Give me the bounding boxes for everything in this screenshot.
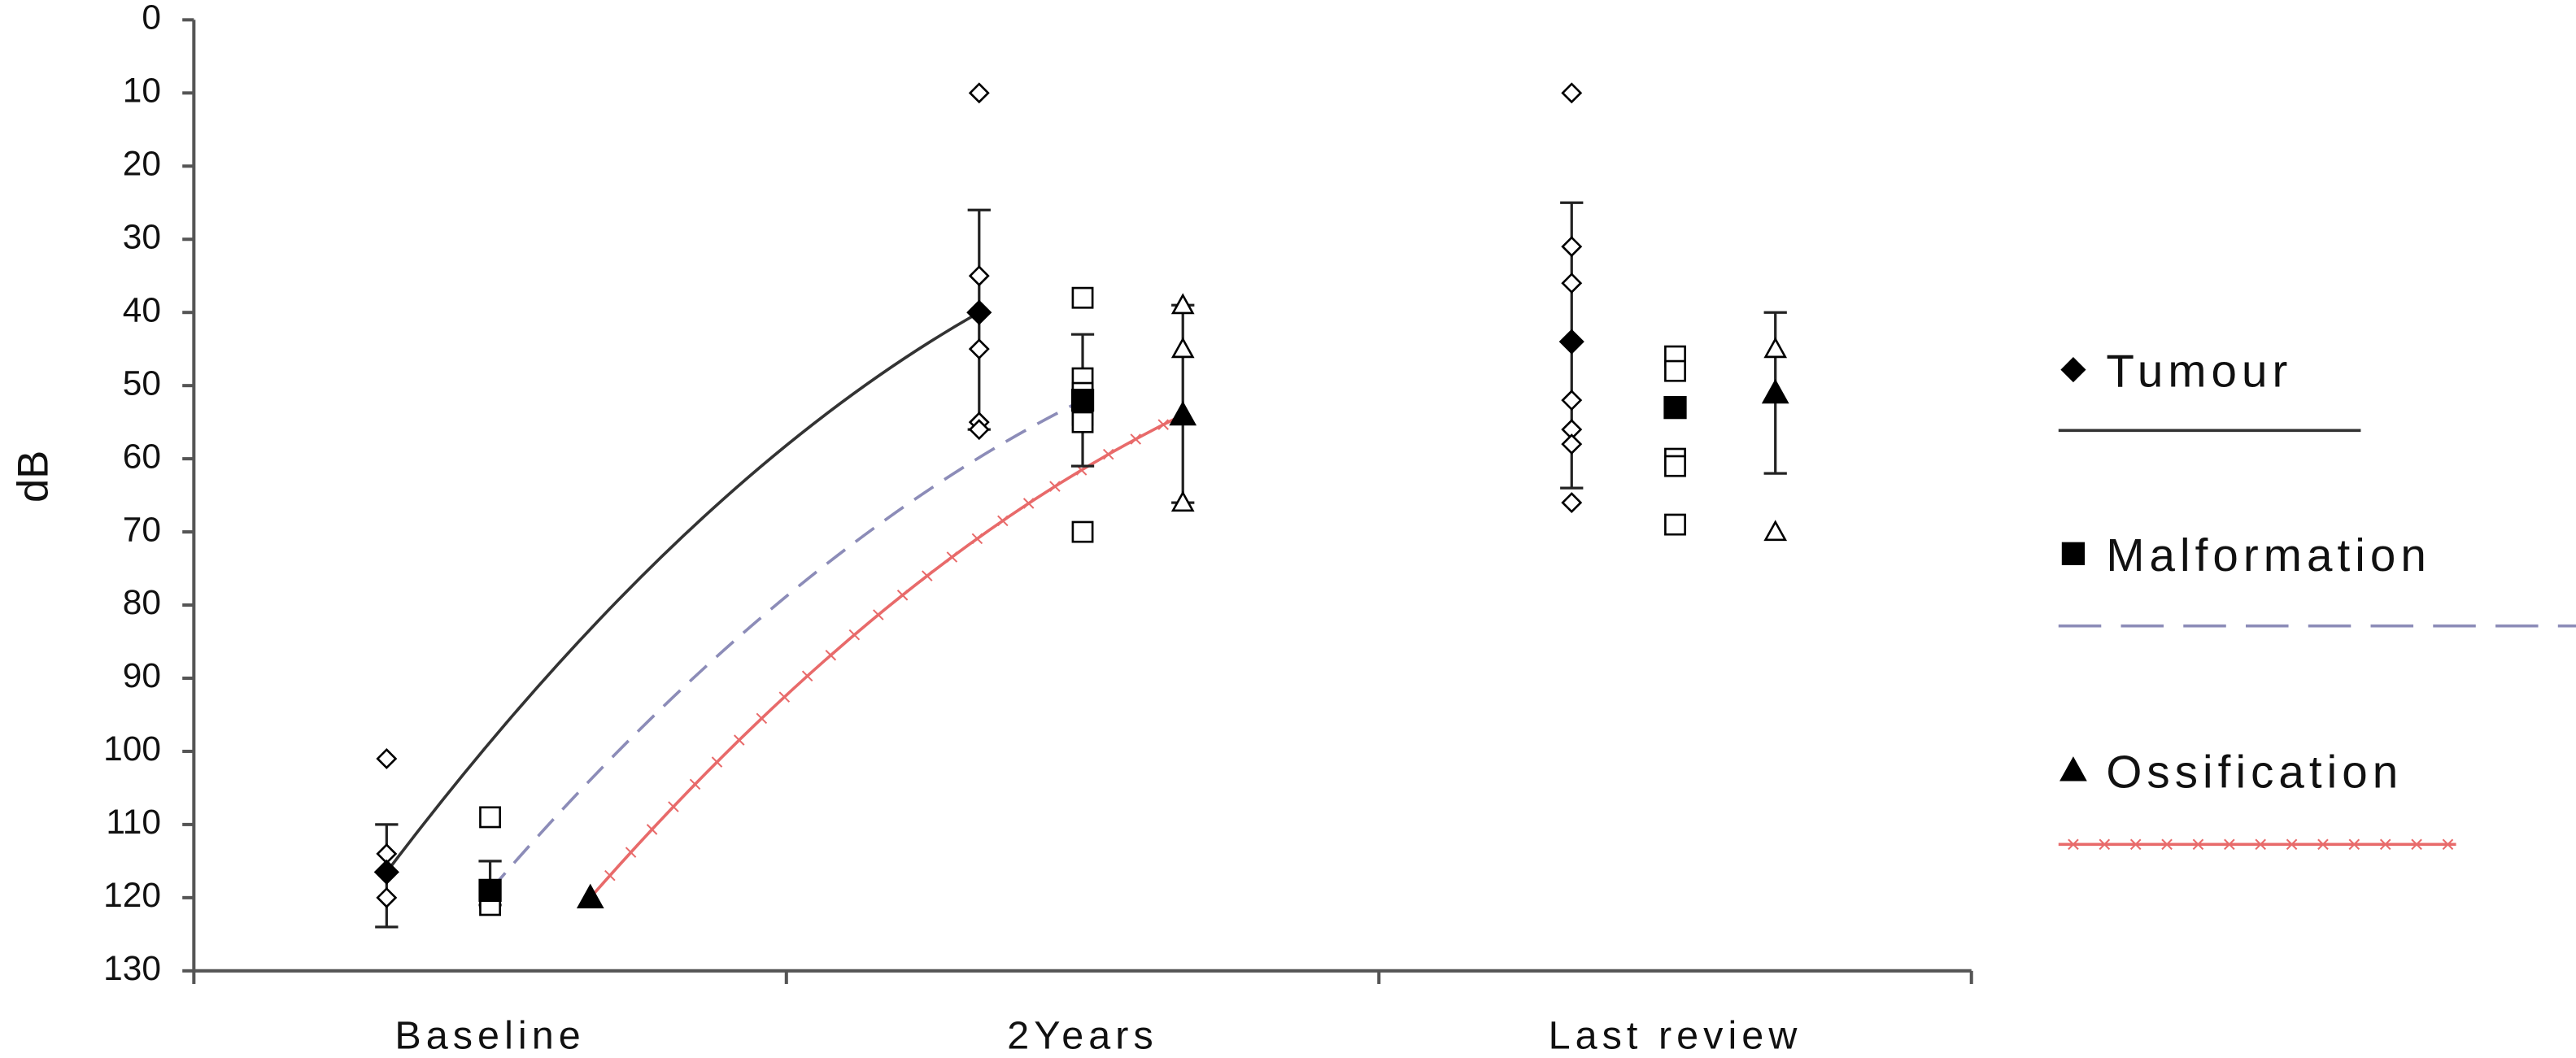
point-marker [1664,455,1686,477]
mean-marker [966,299,992,325]
y-tick-label: 40 [123,290,161,329]
line-decoration [873,609,884,620]
y-tick-label: 50 [123,364,161,402]
point-marker [968,82,990,104]
mean-marker [2061,542,2086,565]
line-decoration [1130,433,1142,445]
mean-marker [478,878,502,903]
mean-marker [1070,389,1095,412]
y-tick-label: 70 [123,510,161,548]
mean-marker [373,859,399,885]
point-marker [1071,411,1094,433]
point-marker [1071,286,1094,309]
line-decoration [711,756,723,768]
point-marker [1763,337,1788,359]
line-decoration [625,847,637,858]
line-decoration [646,824,658,835]
mean-marker [2059,756,2087,782]
line-decoration [922,570,933,581]
point-marker [1664,359,1686,382]
y-tick-label: 120 [103,876,161,914]
point-marker [1561,236,1583,258]
x-tick-label: Baseline [394,1013,585,1057]
legend-decoration [2348,838,2360,851]
point-marker [968,338,990,360]
point-marker [1763,520,1788,542]
point-marker [479,806,501,829]
legend-decoration [2317,838,2329,851]
legend-decoration [2411,838,2422,851]
point-marker [376,886,398,908]
y-tick-label: 110 [106,803,161,841]
legend-decoration [2286,838,2298,851]
line-decoration [946,551,958,563]
legend-decoration [2379,838,2391,851]
x-tick-label: 2Years [1007,1013,1157,1057]
mean-marker [1663,396,1687,420]
legend-decoration [2129,838,2142,851]
point-marker [1561,82,1583,104]
point-marker [968,265,990,287]
y-tick-label: 30 [123,217,161,255]
mean-marker [2060,357,2086,383]
y-axis-label: dB [9,451,57,503]
point-marker [1561,272,1583,294]
point-marker [1170,490,1195,512]
point-marker [1561,492,1583,514]
y-tick-label: 80 [123,583,161,621]
trend-line [489,398,1083,892]
mean-marker [1761,378,1789,404]
point-marker [1561,433,1583,455]
line-decoration [778,691,791,703]
legend-label: Malformation [2106,529,2431,581]
mean-marker [1169,400,1197,426]
y-tick-label: 90 [123,656,161,694]
line-decoration [1157,419,1170,430]
line-decoration [604,869,616,882]
point-marker [1561,390,1583,411]
line-decoration [689,778,701,790]
legend-decoration [2068,838,2079,851]
trend-line [385,311,980,873]
x-tick-label: Last review [1549,1013,1802,1057]
mean-marker [576,883,604,908]
point-marker [376,747,398,769]
line-decoration [1102,448,1114,460]
point-marker [1071,520,1094,543]
line-decoration [1022,498,1035,509]
point-marker [1170,337,1195,359]
line-decoration [896,590,909,601]
line-decoration [971,533,983,545]
y-tick-label: 60 [123,437,161,475]
y-tick-label: 100 [103,729,161,768]
y-tick-label: 0 [142,0,161,37]
point-marker [968,419,990,441]
line-decoration [825,649,837,661]
line-decoration [733,734,745,746]
legend-decoration [2161,838,2173,851]
line-decoration [756,712,768,725]
legend-label: Ossification [2106,746,2403,797]
mean-marker [1558,329,1584,355]
y-tick-label: 130 [103,949,161,987]
legend-decoration [2192,838,2204,851]
line-decoration [668,801,679,812]
line-decoration [848,629,861,641]
legend-decoration [2255,838,2266,851]
point-marker [1664,513,1686,536]
line-decoration [801,670,813,681]
line-decoration [997,515,1009,527]
trend-line [589,413,1184,899]
line-decoration [1049,481,1061,492]
y-tick-label: 20 [123,144,161,182]
point-marker [1170,293,1195,315]
legend-decoration [2099,838,2111,851]
legend-label: Tumour [2106,346,2292,397]
legend-decoration [2224,838,2235,851]
y-tick-label: 10 [123,72,161,110]
legend-decoration [2442,838,2454,851]
